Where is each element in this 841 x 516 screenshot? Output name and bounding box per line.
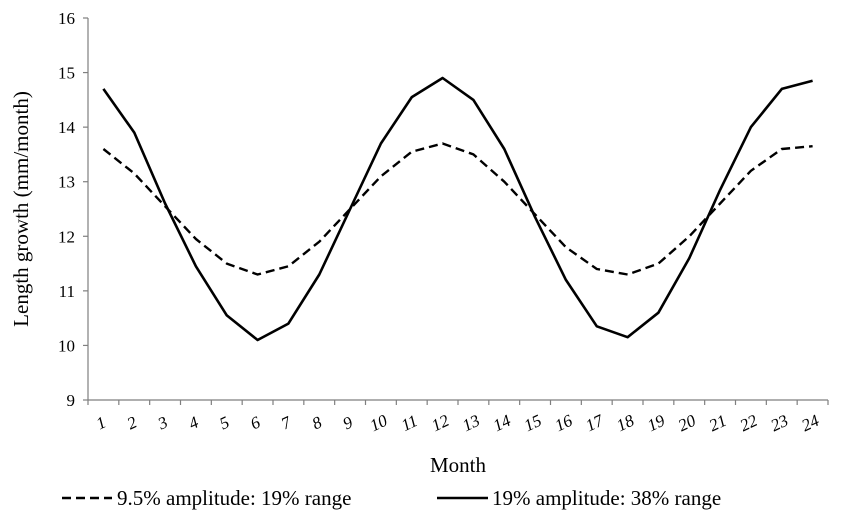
x-tick-label: 18 <box>614 411 638 436</box>
x-tick-label: 15 <box>521 411 544 435</box>
y-tick-label: 11 <box>59 282 75 301</box>
x-tick-labels: 1 2 3 4 5 6 7 8 9 10 11 12 13 14 15 16 17 18 19 20 21 22 23 24 <box>93 410 822 435</box>
y-tick-label: 14 <box>58 118 76 137</box>
x-tick-label: 23 <box>768 411 791 435</box>
x-tick-label: 5 <box>217 413 233 434</box>
x-tick-label: 14 <box>490 411 514 436</box>
x-axis-title: Month <box>430 453 487 477</box>
y-tick-label: 16 <box>58 9 75 28</box>
x-tick-label: 2 <box>124 412 140 433</box>
y-axis-title: Length growth (mm/month) <box>9 91 33 327</box>
x-tick-label: 6 <box>247 412 263 433</box>
x-tick-label: 3 <box>154 413 171 434</box>
x-tick-label: 8 <box>309 412 325 433</box>
chart-series <box>102 76 813 342</box>
x-tick-label: 12 <box>429 411 453 436</box>
x-tick-label: 20 <box>675 411 699 436</box>
series-line-solid <box>102 76 813 342</box>
x-tick-label: 24 <box>799 411 823 436</box>
x-tick-label: 13 <box>459 411 482 435</box>
x-tick-label: 9 <box>340 412 356 433</box>
x-tick-label: 4 <box>186 412 202 433</box>
series-line-dashed <box>102 142 813 276</box>
chart-axes <box>83 17 829 405</box>
x-tick-label: 7 <box>278 412 295 433</box>
y-tick-labels: 9 10 11 12 13 14 15 16 <box>58 9 76 410</box>
x-tick-label: 21 <box>706 411 729 435</box>
y-tick-label: 10 <box>58 336 75 355</box>
legend-label-solid: 19% amplitude: 38% range <box>492 486 721 510</box>
chart-legend: 9.5% amplitude: 19% range 19% amplitude:… <box>62 486 721 510</box>
y-tick-label: 15 <box>58 64 75 83</box>
y-tick-label: 9 <box>67 391 76 410</box>
x-tick-label: 11 <box>398 411 420 435</box>
x-tick-label: 17 <box>583 410 608 435</box>
x-tick-label: 19 <box>644 411 668 436</box>
x-tick-label: 16 <box>552 411 576 436</box>
x-tick-label: 1 <box>93 413 109 434</box>
x-tick-label: 10 <box>367 411 391 436</box>
y-tick-label: 12 <box>58 227 75 246</box>
x-tick-label: 22 <box>737 411 761 436</box>
legend-label-dashed: 9.5% amplitude: 19% range <box>117 486 351 510</box>
y-tick-label: 13 <box>58 173 75 192</box>
